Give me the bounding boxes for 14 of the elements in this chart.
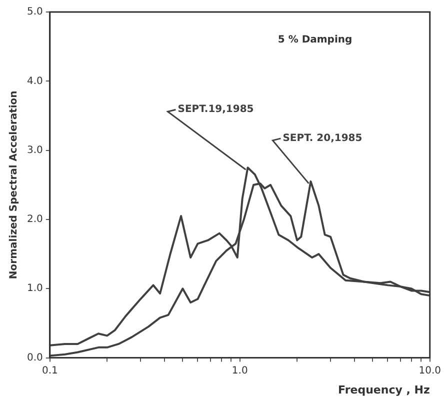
x-tick-label: 0.1 <box>42 365 58 376</box>
annotation: 5 % Damping <box>278 34 352 46</box>
y-tick-label: 1.0 <box>26 283 43 294</box>
y-tick-label: 5.0 <box>26 6 43 18</box>
x-tick-label: 1.0 <box>232 365 248 376</box>
x-axis-title: Frequency , Hz <box>338 383 430 396</box>
y-tick-label: 2.0 <box>26 214 43 226</box>
y-tick-label: 0.0 <box>26 352 43 364</box>
text: SEPT.19,1985 <box>178 104 254 116</box>
y-tick-label: 3.0 <box>26 144 43 156</box>
text: SEPT. 20,1985 <box>282 133 362 144</box>
y-axis-title: Normalized Spectral Acceleration <box>8 90 20 280</box>
x-tick-label: 10.0 <box>418 365 441 376</box>
y-tick-label: 4.0 <box>26 76 43 87</box>
